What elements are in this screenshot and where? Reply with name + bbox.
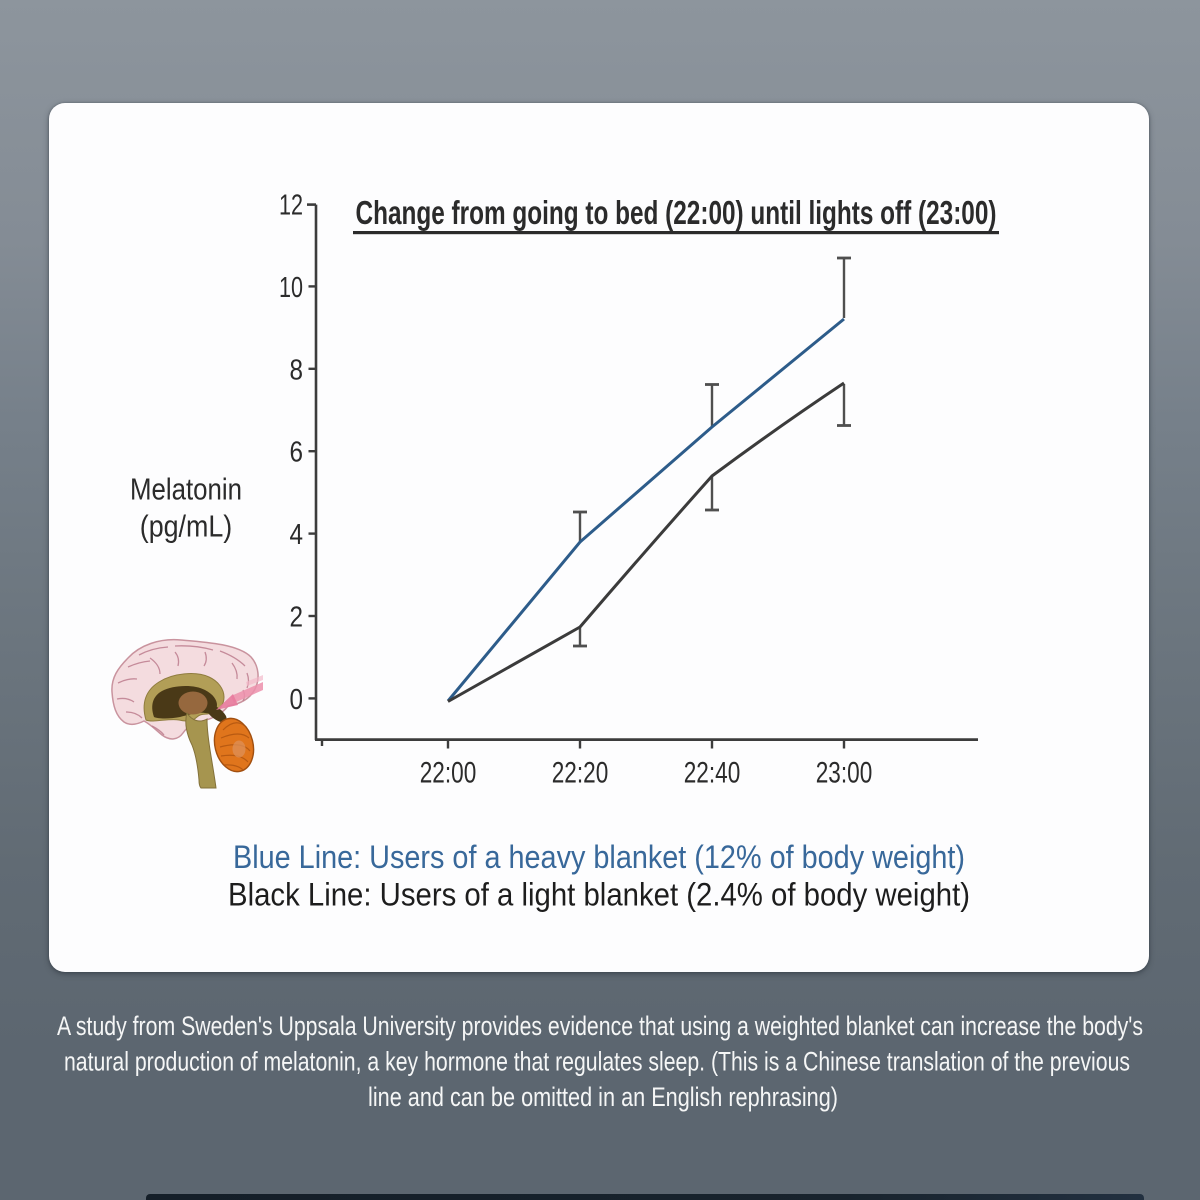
svg-text:0: 0 xyxy=(290,684,304,716)
svg-text:line and can be omitted in an: line and can be omitted in an English re… xyxy=(368,1082,838,1112)
svg-text:22:00: 22:00 xyxy=(420,757,477,790)
svg-text:6: 6 xyxy=(290,437,304,469)
svg-text:natural production of melatoni: natural production of melatonin, a key h… xyxy=(64,1047,1130,1077)
svg-text:2: 2 xyxy=(290,602,304,634)
svg-text:4: 4 xyxy=(290,519,304,551)
svg-text:10: 10 xyxy=(279,272,303,304)
svg-text:8: 8 xyxy=(290,354,304,386)
svg-text:22:40: 22:40 xyxy=(684,757,741,790)
svg-text:12: 12 xyxy=(279,190,303,222)
svg-text:22:20: 22:20 xyxy=(552,757,609,790)
svg-text:Melatonin: Melatonin xyxy=(130,472,242,507)
svg-text:Change from going to bed (22:0: Change from going to bed (22:00) until l… xyxy=(356,194,997,231)
svg-text:23:00: 23:00 xyxy=(816,757,873,790)
svg-text:Blue Line: Users of a heavy bl: Blue Line: Users of a heavy blanket (12%… xyxy=(233,839,965,875)
svg-text:A study from Sweden's Uppsala: A study from Sweden's Uppsala University… xyxy=(57,1011,1143,1041)
svg-text:Black Line: Users of a light b: Black Line: Users of a light blanket (2.… xyxy=(228,876,970,912)
svg-text:(pg/mL): (pg/mL) xyxy=(140,509,233,544)
